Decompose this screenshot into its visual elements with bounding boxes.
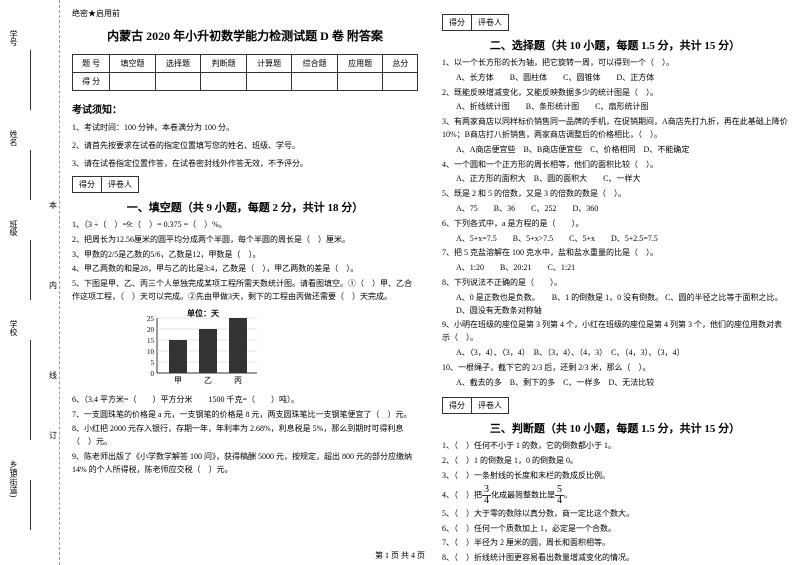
choice-options: A、75 B、36 C、252 D、360 [442,203,788,216]
q8: 8、小红把 2000 元存入银行，存期一年，年利率为 2.68%，利息税是 5%… [72,423,418,449]
choice-question: 5、既是 2 和 5 的倍数，又是 3 的倍数的数是（ ）。 [442,188,788,201]
secret-label: 绝密★启用前 [72,8,418,19]
th-choice: 选择题 [155,55,201,73]
td-score: 得 分 [73,73,110,91]
choice-question: 2、既能反映增减变化，又能反映数据多少的统计图是（ ）。 [442,87,788,100]
dash-label: 线 [49,370,57,381]
binding-margin: 学号 姓名 班级 学校 乡镇(街道) 本 内 线 订 [0,0,60,565]
notice-title: 考试须知： [72,101,418,116]
q1: 1、（3 ÷（ ）=9:（ ）= 0.375 =（ ）%。 [72,219,418,232]
choice-options: A、A商店便宜些 B、B商店便宜些 C、价格相同 D、不能确定 [442,144,788,157]
page-footer: 第 1 页 共 4 页 [0,550,800,561]
exam-title: 内蒙古 2020 年小升初数学能力检测试题 D 卷 附答案 [72,27,418,44]
judge-question: 4、（ ）把34化成最简整数比是54。 [442,485,788,506]
th-app: 应用题 [337,55,383,73]
choice-options: A、0 是正数也是负数。 B、1 的倒数是 1，0 没有倒数。 C、圆的半径之比… [442,292,788,318]
th-fill: 填空题 [110,55,156,73]
judge-question: 5、（ ）大于零的数除以真分数，商一定比这个数大。 [442,508,788,521]
notice-item: 1、考试时间：100 分钟，本卷满分为 100 分。 [72,122,418,134]
section1-title: 一、填空题（共 9 小题，每题 2 分，共计 18 分） [72,199,418,215]
dash-label: 本 [49,200,57,211]
dash-label: 订 [49,430,57,441]
score-box: 得分 评卷人 [72,176,139,193]
svg-text:甲: 甲 [174,376,182,385]
bind-label-id: 学号 [8,30,19,46]
choice-question: 6、下列各式中，a 是方程的是（ ）。 [442,218,788,231]
q7: 7、一支圆珠笔的价格是 a 元，一支钢笔的价格是 8 元，两支圆珠笔比一支钢笔便… [72,409,418,422]
choice-options: A、（3，4）、（3，4） B、（3，4）、（4，3） C、（4，3）、（3，4… [442,347,788,360]
q4: 4、甲乙两数的和是28，甲与乙的比是3:4，乙数是（ ），甲乙两数的差是（ ）。 [72,263,418,276]
section-header: 得分 评卷人 [442,14,788,31]
svg-text:乙: 乙 [204,376,212,385]
th-total: 总分 [383,55,418,73]
grader-label: 评卷人 [102,177,138,192]
bind-label-name: 姓名 [8,130,19,146]
left-column: 绝密★启用前 内蒙古 2020 年小升初数学能力检测试题 D 卷 附答案 题 号… [60,0,430,565]
choice-options: A、1:20 B、20:21 C、1:21 [442,262,788,275]
table-row: 题 号 填空题 选择题 判断题 计算题 综合题 应用题 总分 [73,55,418,73]
th-judge: 判断题 [201,55,247,73]
judge-question: 1、（ ）任何不小于 1 的数，它的倒数都小于 1。 [442,440,788,453]
q6: 6、（3.4 平方米=（ ）平方分米 1500 千克=（ ）吨）。 [72,394,418,407]
choice-options: A、截去的多 B、剩下的多 C、一样多 D、无法比较 [442,377,788,390]
choice-question: 3、有两家商店以同样标价销售同一品牌的手机，在促销期间，A商店先打九折，再在此基… [442,116,788,142]
bind-label-class: 班级 [8,220,19,236]
score-label: 得分 [73,177,102,192]
judge-question: 7、（ ）半径为 2 厘米的圆，周长和面积相等。 [442,537,788,550]
th-num: 题 号 [73,55,110,73]
choice-options: A、长方体 B、圆柱体 C、圆锥体 D、正方体 [442,72,788,85]
th-calc: 计算题 [246,55,292,73]
choice-question: 8、下列说法不正确的是（ ）。 [442,277,788,290]
bind-line [30,340,31,440]
q2: 2、把周长为12.56厘米的圆平均分成两个半圆，每个半圆的周长是（ ）厘米。 [72,234,418,247]
notice-item: 2、请首先按要求在试卷的指定位置填写您的姓名、班级、学号。 [72,140,418,152]
bar-chart: 单位：天 25 20 15 10 5 0 甲 乙 丙 [132,308,418,390]
bind-label-school: 学校 [8,320,19,336]
choice-options: A、折线统计图 B、条形统计图 C、扇形统计图 [442,101,788,114]
section2-title: 二、选择题（共 10 小题，每题 1.5 分，共计 15 分） [442,37,788,53]
bind-line [30,480,31,530]
judge-question: 3、（ ）一条射线的长度和末栏的数成反比例。 [442,470,788,483]
svg-text:15: 15 [147,337,155,345]
q5: 5、下图是甲、乙、丙三个人单独完成某项工程所需天数统计图。请看图填空。①（ ）甲… [72,278,418,304]
svg-text:25: 25 [147,315,155,323]
score-box: 得分 评卷人 [442,14,509,31]
score-label: 得分 [443,15,472,30]
section3-title: 三、判断题（共 10 小题，每题 1.5 分，共计 15 分） [442,420,788,436]
judge-question: 2、（ ）1 的倒数是 1，0 的倒数是 0。 [442,455,788,468]
notice-item: 3、请在试卷指定位置作答，在试卷密封线外作答无效，不予评分。 [72,158,418,170]
right-column: 得分 评卷人 二、选择题（共 10 小题，每题 1.5 分，共计 15 分） 1… [430,0,800,565]
bind-line [30,150,31,200]
q3: 3、甲数的2/5是乙数的5/6，乙数是12，甲数是（ ）。 [72,249,418,262]
table-row: 得 分 [73,73,418,91]
section-header: 得分 评卷人 [72,176,418,193]
grader-label: 评卷人 [472,15,508,30]
svg-text:丙: 丙 [234,376,242,385]
svg-text:10: 10 [147,348,155,356]
grader-label: 评卷人 [472,398,508,413]
svg-text:0: 0 [151,370,155,378]
bind-label-town: 乡镇(街道) [8,460,19,497]
th-comp: 综合题 [292,55,338,73]
chart-svg: 单位：天 25 20 15 10 5 0 甲 乙 丙 [132,308,272,388]
dash-label: 内 [49,280,57,291]
choice-question: 7、把 5 克盐溶解在 100 克水中，盐和盐水重量的比是（ ）。 [442,247,788,260]
judge-question: 6、（ ）任何一个质数加上 1，必定是一个合数。 [442,523,788,536]
q9: 9、陈老师出版了《小学数学解答 100 问》，获得稿酬 5000 元，按规定，超… [72,451,418,477]
score-label: 得分 [443,398,472,413]
svg-text:5: 5 [151,359,155,367]
svg-text:20: 20 [147,326,155,334]
section-header: 得分 评卷人 [442,397,788,414]
svg-text:单位：天: 单位：天 [187,308,220,318]
bind-line [30,50,31,110]
choice-options: A、正方形的面积大 B、圆的面积大 C、一样大 [442,173,788,186]
choice-question: 1、以一个长方形的长为轴，把它旋转一周，可以得到一个（ ）。 [442,57,788,70]
choice-question: 4、一个圆和一个正方形的周长相等，他们的面积比较（ ）。 [442,159,788,172]
choice-question: 9、小明在班级的座位是第 3 列第 4 个，小红在班级的座位是第 4 列第 3 … [442,319,788,345]
bind-line [30,240,31,300]
choice-options: A、5+x=7.5 B、5+x>7.5 C、5+x D、5+2.5=7.5 [442,233,788,246]
choice-question: 10、一根绳子，截下它的 2/3 后，还剩 2/3 米，那么（ ）。 [442,362,788,375]
score-box: 得分 评卷人 [442,397,509,414]
score-table: 题 号 填空题 选择题 判断题 计算题 综合题 应用题 总分 得 分 [72,54,418,91]
